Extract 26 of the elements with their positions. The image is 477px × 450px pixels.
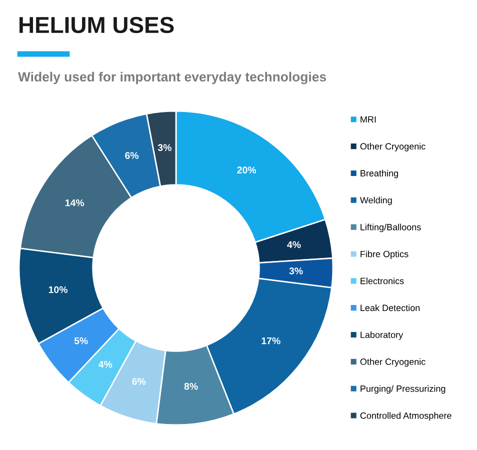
data-label: 20% xyxy=(237,166,256,174)
legend-label: Other Cryogenic xyxy=(360,358,426,367)
legend-label: Welding xyxy=(360,196,392,206)
legend-label: Electronics xyxy=(360,278,404,284)
data-label: 14% xyxy=(65,199,84,206)
data-label: 5% xyxy=(74,337,88,344)
legend-label: Fibre Optics xyxy=(360,250,408,260)
chart-title: HELIUM USES xyxy=(20,16,174,34)
data-label: 3% xyxy=(158,144,172,152)
data-label: 6% xyxy=(132,378,146,385)
legend-label: Lifting/Balloons xyxy=(360,224,421,232)
legend-label: Laboratory xyxy=(360,331,404,340)
data-label: 6% xyxy=(125,152,139,159)
data-label: 4% xyxy=(98,360,112,368)
data-label: 3% xyxy=(289,268,303,274)
chart-subtitle: Widely used for important everyday technologies xyxy=(18,72,326,84)
legend-label: Breathing xyxy=(360,170,398,178)
data-label: 8% xyxy=(184,382,198,390)
legend-label: Purging/ Pressurizing xyxy=(360,385,446,394)
legend-label: Other Cryogenic xyxy=(360,142,426,152)
data-label: 17% xyxy=(262,337,280,344)
legend-label: MRI xyxy=(360,116,376,123)
data-label: 10% xyxy=(48,286,68,294)
legend-label: Controlled Atmosphere xyxy=(360,412,452,421)
legend-label: Leak Detection xyxy=(360,304,420,312)
data-label: 4% xyxy=(287,241,301,248)
